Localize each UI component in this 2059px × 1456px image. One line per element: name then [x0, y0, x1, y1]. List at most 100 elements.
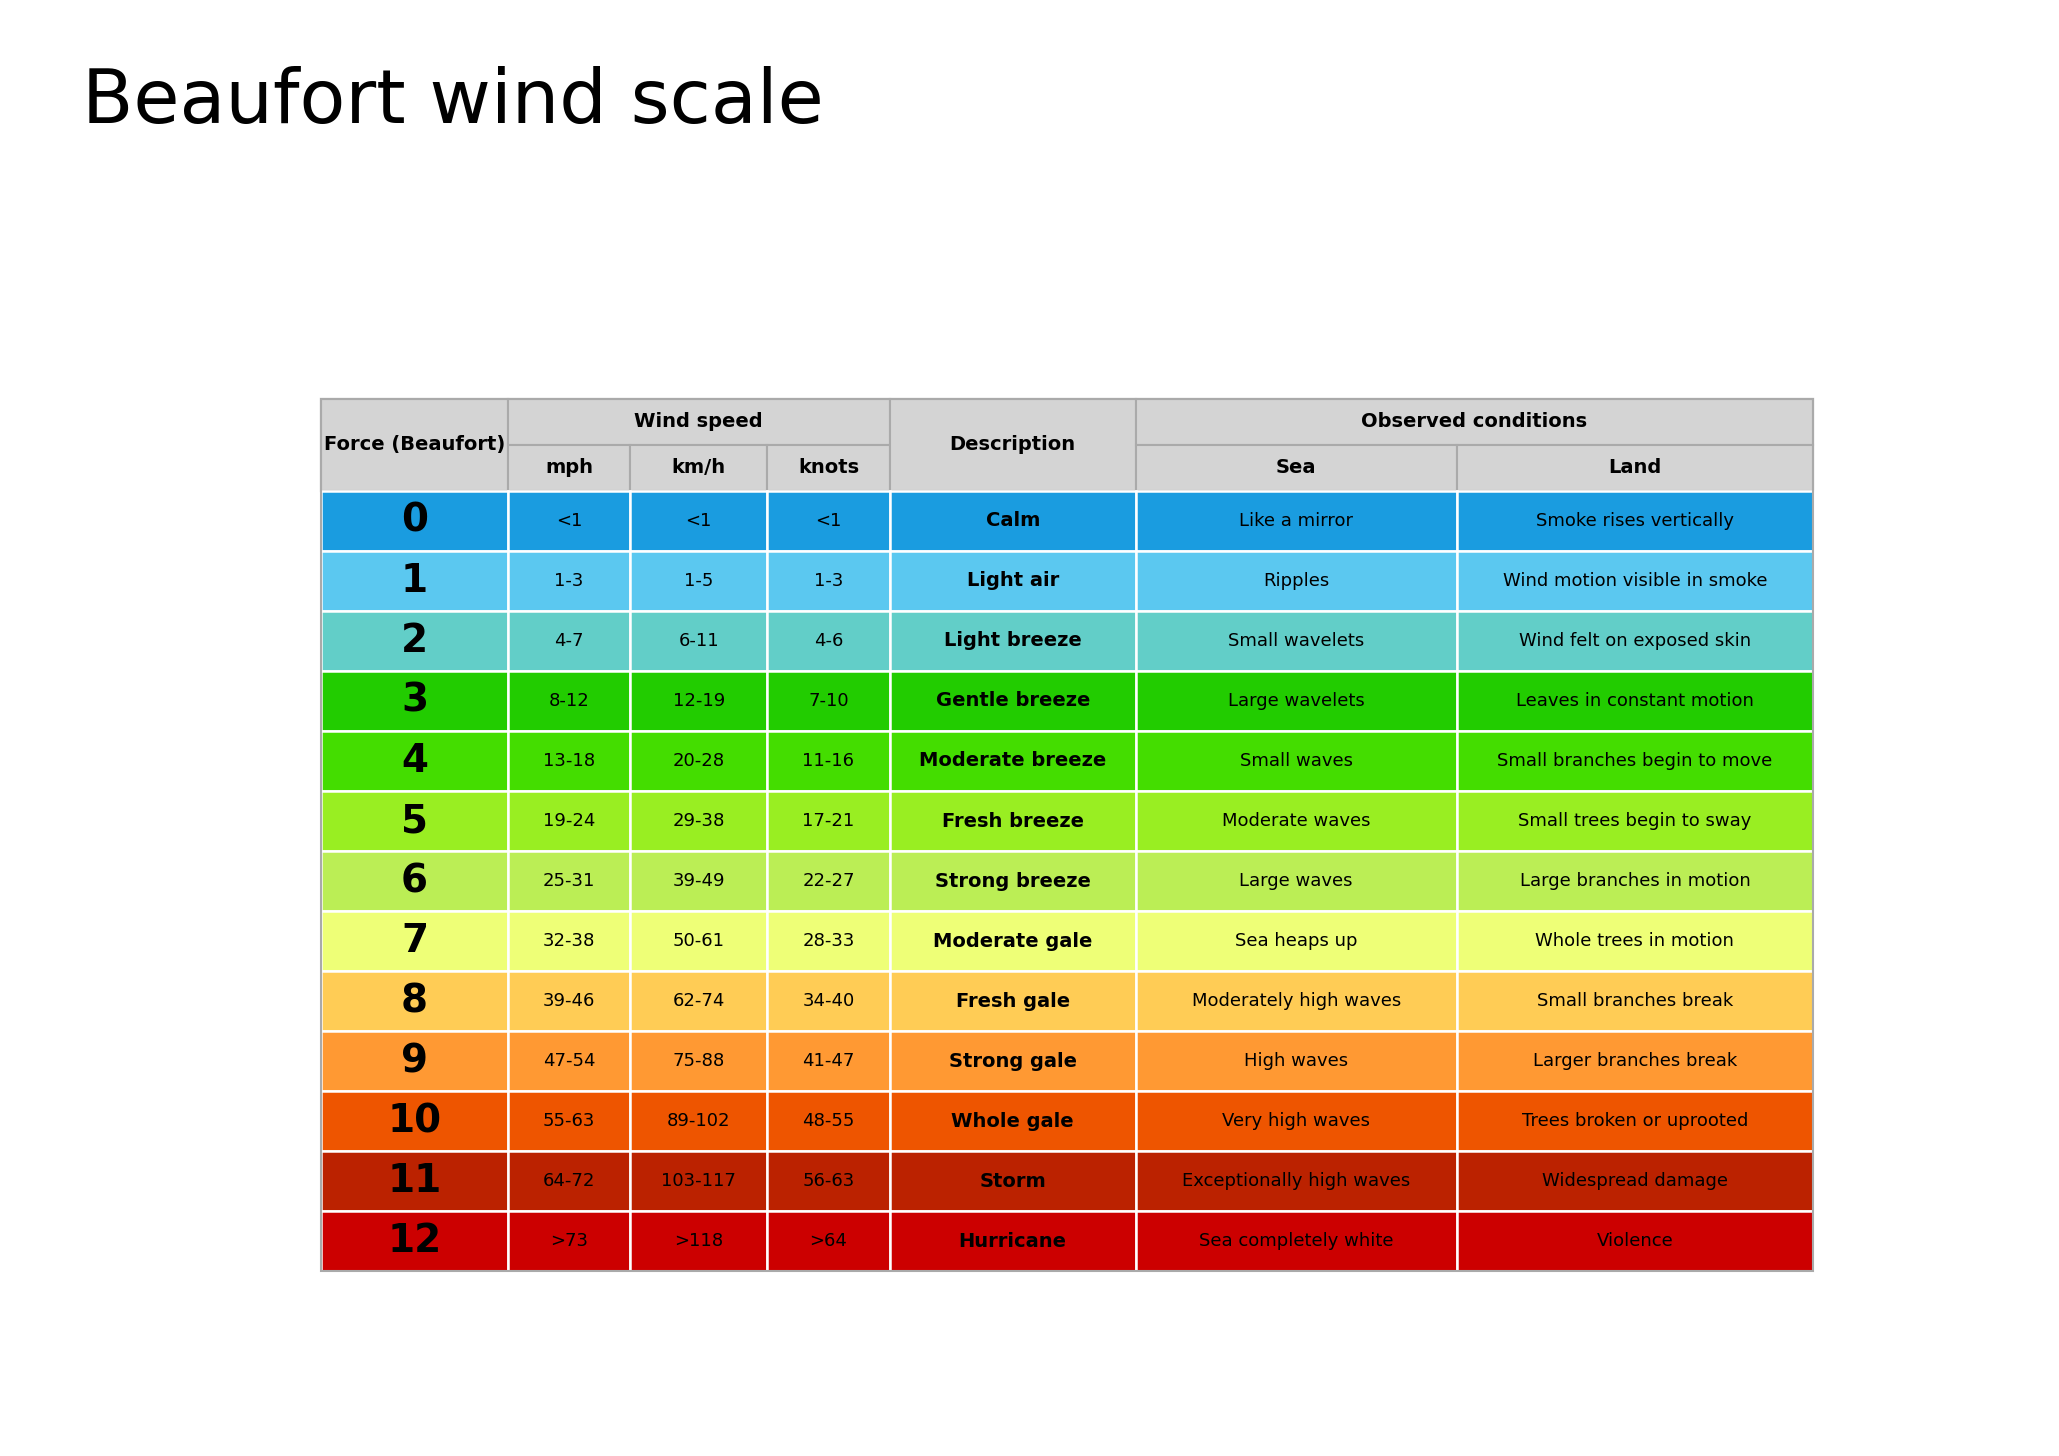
Bar: [1456, 446, 1814, 491]
Bar: [321, 399, 1814, 1271]
Bar: [1137, 491, 1456, 550]
Bar: [1456, 1211, 1814, 1271]
Text: Trees broken or uprooted: Trees broken or uprooted: [1522, 1112, 1748, 1130]
Bar: [509, 612, 630, 671]
Bar: [768, 731, 889, 791]
Text: <1: <1: [815, 513, 842, 530]
Bar: [1137, 612, 1456, 671]
Text: Small trees begin to sway: Small trees begin to sway: [1517, 812, 1752, 830]
Bar: [768, 1211, 889, 1271]
Bar: [321, 399, 509, 491]
Bar: [889, 1211, 1137, 1271]
Bar: [768, 1031, 889, 1091]
Bar: [889, 399, 1137, 491]
Text: 1: 1: [402, 562, 428, 600]
Text: Small branches begin to move: Small branches begin to move: [1497, 751, 1773, 770]
Text: 8-12: 8-12: [548, 692, 589, 711]
Text: Exceptionally high waves: Exceptionally high waves: [1182, 1172, 1410, 1190]
Text: Strong gale: Strong gale: [949, 1051, 1077, 1070]
Bar: [889, 731, 1137, 791]
Bar: [630, 731, 768, 791]
Bar: [889, 491, 1137, 550]
Bar: [509, 671, 630, 731]
Bar: [889, 911, 1137, 971]
Bar: [1137, 671, 1456, 731]
Bar: [889, 612, 1137, 671]
Bar: [509, 1091, 630, 1152]
Text: Force (Beaufort): Force (Beaufort): [323, 435, 504, 454]
Bar: [1456, 1152, 1814, 1211]
Text: 75-88: 75-88: [673, 1053, 725, 1070]
Text: Sea completely white: Sea completely white: [1198, 1232, 1394, 1251]
Bar: [768, 671, 889, 731]
Bar: [768, 911, 889, 971]
Text: 11-16: 11-16: [803, 751, 854, 770]
Text: 34-40: 34-40: [803, 992, 854, 1010]
Text: 50-61: 50-61: [673, 932, 725, 951]
Text: Leaves in constant motion: Leaves in constant motion: [1515, 692, 1754, 711]
Bar: [321, 791, 509, 850]
Bar: [1137, 911, 1456, 971]
Bar: [630, 550, 768, 612]
Text: Widespread damage: Widespread damage: [1542, 1172, 1728, 1190]
Text: Description: Description: [949, 435, 1075, 454]
Bar: [1456, 971, 1814, 1031]
Text: Moderately high waves: Moderately high waves: [1192, 992, 1400, 1010]
Text: Light air: Light air: [966, 571, 1058, 591]
Bar: [768, 612, 889, 671]
Text: Moderate breeze: Moderate breeze: [918, 751, 1106, 770]
Text: 28-33: 28-33: [803, 932, 854, 951]
Text: 47-54: 47-54: [544, 1053, 595, 1070]
Bar: [1456, 1091, 1814, 1152]
Text: Large waves: Large waves: [1240, 872, 1353, 890]
Text: km/h: km/h: [671, 459, 725, 478]
Bar: [509, 1031, 630, 1091]
Text: Fresh breeze: Fresh breeze: [941, 811, 1083, 830]
Bar: [321, 1211, 509, 1271]
Bar: [768, 550, 889, 612]
Bar: [509, 550, 630, 612]
Text: 39-49: 39-49: [673, 872, 725, 890]
Bar: [630, 1211, 768, 1271]
Bar: [630, 1091, 768, 1152]
Text: >73: >73: [550, 1232, 589, 1251]
Text: 55-63: 55-63: [544, 1112, 595, 1130]
Bar: [1456, 850, 1814, 911]
Text: 8: 8: [402, 981, 428, 1021]
Bar: [1137, 1031, 1456, 1091]
Bar: [1456, 491, 1814, 550]
Bar: [321, 1152, 509, 1211]
Bar: [630, 1031, 768, 1091]
Text: 0: 0: [402, 502, 428, 540]
Bar: [630, 671, 768, 731]
Text: 12: 12: [387, 1222, 441, 1259]
Text: 1-3: 1-3: [554, 572, 583, 590]
Text: Wind motion visible in smoke: Wind motion visible in smoke: [1503, 572, 1767, 590]
Text: 64-72: 64-72: [544, 1172, 595, 1190]
Bar: [509, 971, 630, 1031]
Text: 62-74: 62-74: [673, 992, 725, 1010]
Bar: [889, 1031, 1137, 1091]
Bar: [889, 791, 1137, 850]
Bar: [1137, 399, 1814, 446]
Bar: [509, 446, 630, 491]
Text: 7: 7: [402, 922, 428, 960]
Text: 1-5: 1-5: [684, 572, 712, 590]
Bar: [509, 791, 630, 850]
Bar: [321, 850, 509, 911]
Text: Ripples: Ripples: [1262, 572, 1330, 590]
Bar: [1137, 446, 1456, 491]
Text: 9: 9: [402, 1042, 428, 1080]
Bar: [1456, 911, 1814, 971]
Text: 12-19: 12-19: [673, 692, 725, 711]
Bar: [1137, 550, 1456, 612]
Text: <1: <1: [556, 513, 583, 530]
Bar: [1456, 671, 1814, 731]
Text: High waves: High waves: [1244, 1053, 1349, 1070]
Text: 22-27: 22-27: [803, 872, 854, 890]
Text: 48-55: 48-55: [803, 1112, 854, 1130]
Text: Fresh gale: Fresh gale: [955, 992, 1071, 1010]
Text: Beaufort wind scale: Beaufort wind scale: [82, 66, 824, 138]
Bar: [1137, 791, 1456, 850]
Text: knots: knots: [799, 459, 859, 478]
